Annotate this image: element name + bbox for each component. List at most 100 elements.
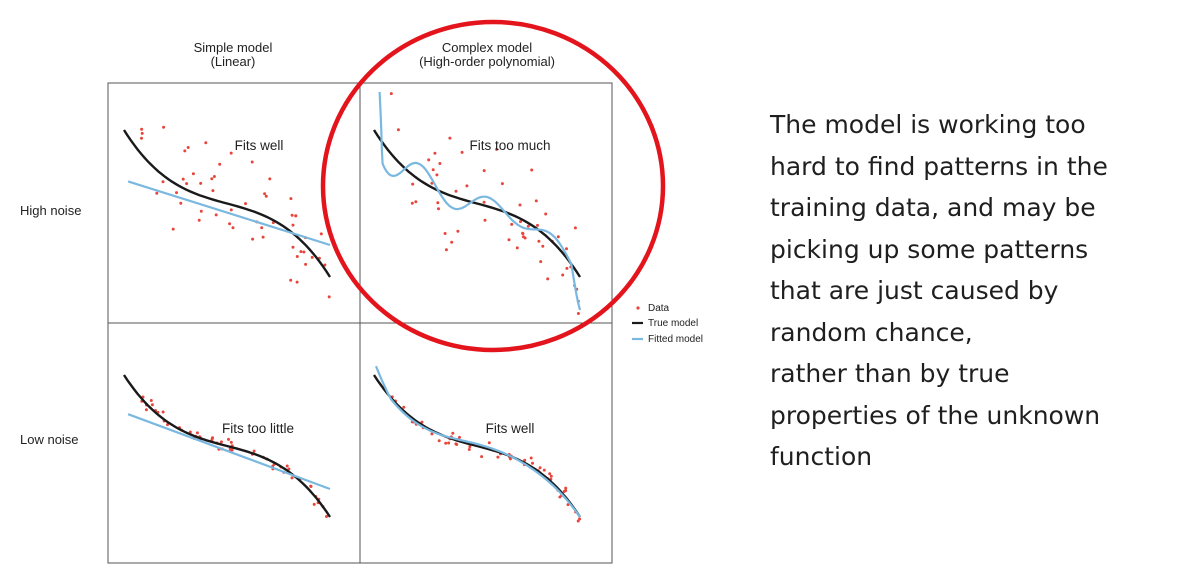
panel-complex-high-noise <box>372 91 582 315</box>
data-point <box>294 214 298 218</box>
data-point <box>389 92 393 96</box>
true-model-curve <box>122 129 332 278</box>
data-point <box>285 464 289 468</box>
column-title-complex-line1: Complex model <box>442 40 532 55</box>
data-point <box>496 455 500 459</box>
data-point <box>402 405 406 409</box>
data-point <box>291 223 295 227</box>
data-point <box>541 244 545 248</box>
data-point <box>529 456 533 460</box>
data-point <box>546 277 550 281</box>
fitted-model-curve <box>127 180 331 247</box>
panel-caption-complex-low: Fits well <box>486 421 535 436</box>
explanation-line: The model is working too <box>770 110 1086 139</box>
data-point <box>290 476 294 480</box>
legend: Data True model Fitted model <box>632 303 703 345</box>
data-point <box>561 273 565 277</box>
data-point <box>181 177 185 181</box>
true-model-curve <box>372 374 582 518</box>
data-point <box>544 212 548 216</box>
data-point <box>523 458 527 462</box>
legend-fitted-model-label: Fitted model <box>648 334 703 345</box>
data-point <box>219 440 223 444</box>
explanation-line: function <box>770 442 873 471</box>
data-point <box>531 461 534 465</box>
data-point <box>437 439 441 443</box>
data-point <box>396 128 400 132</box>
data-point <box>450 240 454 244</box>
row-label-high-noise: High noise <box>20 203 81 218</box>
data-point <box>295 280 299 284</box>
data-point <box>204 141 208 145</box>
data-point <box>231 226 235 230</box>
data-point <box>454 189 458 193</box>
data-point <box>229 208 233 212</box>
legend-data-marker <box>636 306 640 310</box>
data-point <box>195 431 199 435</box>
data-point <box>191 172 195 176</box>
data-point <box>171 227 175 231</box>
data-point <box>530 168 534 172</box>
data-point <box>302 250 306 254</box>
data-point <box>521 231 525 235</box>
data-point <box>435 173 439 177</box>
explanation-line: rather than by true <box>770 359 1010 388</box>
row-label-low-noise: Low noise <box>20 432 79 447</box>
data-point <box>433 151 437 155</box>
data-point <box>327 295 331 299</box>
data-point <box>199 209 203 213</box>
data-point <box>268 177 272 181</box>
data-point <box>290 213 294 217</box>
data-point <box>261 235 265 239</box>
data-point <box>573 226 577 230</box>
data-point <box>287 467 291 471</box>
data-point <box>319 232 323 236</box>
data-point <box>260 226 264 230</box>
data-point <box>325 515 328 518</box>
data-point <box>250 160 254 164</box>
column-title-simple-line2: (Linear) <box>211 54 256 69</box>
panel-complex-low-noise <box>372 365 582 523</box>
data-point <box>430 432 434 436</box>
data-point <box>507 238 511 242</box>
data-point <box>150 403 154 407</box>
data-point <box>483 218 487 222</box>
data-point <box>179 201 183 205</box>
column-title-complex-line2: (High-order polynomial) <box>419 54 555 69</box>
data-point <box>460 150 464 154</box>
data-point <box>144 408 148 412</box>
data-point <box>526 224 530 228</box>
data-point <box>576 312 580 315</box>
data-point <box>155 191 159 195</box>
data-point <box>420 420 424 424</box>
data-point <box>312 502 316 506</box>
data-point <box>515 246 519 250</box>
data-point <box>444 441 448 445</box>
data-point <box>548 472 552 476</box>
true-model-curve <box>372 129 582 278</box>
data-point <box>140 131 144 135</box>
data-point <box>264 194 268 198</box>
data-point <box>414 200 418 204</box>
panel-simple-low-noise <box>122 374 332 518</box>
panel-caption-simple-low: Fits too little <box>222 421 294 436</box>
fitted-model-curve <box>374 365 581 518</box>
data-point <box>199 181 203 185</box>
data-point <box>310 255 314 259</box>
explanation-line: training data, and may be <box>770 193 1096 222</box>
data-point <box>487 441 491 445</box>
explanation-text: The model is working too hard to find pa… <box>770 104 1170 478</box>
data-point <box>211 189 215 193</box>
data-point <box>438 162 442 165</box>
panel-simple-high-noise <box>122 125 332 299</box>
legend-true-model-label: True model <box>648 318 698 329</box>
data-point <box>162 125 166 129</box>
data-point <box>291 245 295 249</box>
data-point <box>443 232 447 235</box>
data-point <box>263 192 267 196</box>
data-point <box>510 222 514 226</box>
data-point <box>564 486 568 490</box>
data-point <box>495 147 499 151</box>
data-point <box>212 175 216 178</box>
